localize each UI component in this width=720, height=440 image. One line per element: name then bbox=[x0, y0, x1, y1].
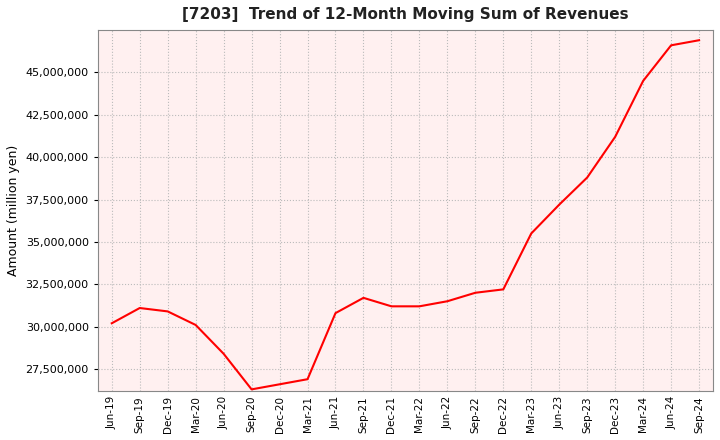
Y-axis label: Amount (million yen): Amount (million yen) bbox=[7, 145, 20, 276]
Title: [7203]  Trend of 12-Month Moving Sum of Revenues: [7203] Trend of 12-Month Moving Sum of R… bbox=[182, 7, 629, 22]
